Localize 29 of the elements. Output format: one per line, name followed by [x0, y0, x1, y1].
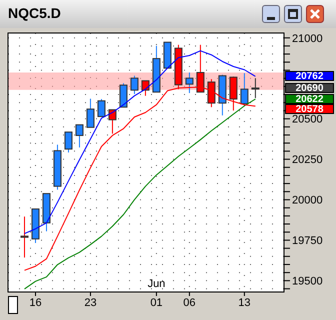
x-tick-label: 13: [238, 297, 251, 309]
candlestick: [251, 78, 260, 99]
y-tick-label: 20500: [292, 114, 323, 126]
line-series: [24, 50, 256, 234]
x-tick-label: 06: [183, 297, 196, 309]
chart-title: NQC5.D: [8, 5, 61, 21]
candlestick: [185, 72, 194, 94]
y-tick-label: 19500: [292, 276, 323, 288]
y-tick-label: 20000: [292, 194, 323, 207]
candlestick: [97, 98, 106, 118]
candlestick: [240, 72, 248, 106]
candlestick: [130, 75, 138, 95]
x-tick-label: 16: [29, 297, 42, 309]
x-tick-label: 23: [84, 297, 97, 309]
line-series: [24, 98, 256, 290]
candlestick: [64, 132, 72, 153]
candlestick: [20, 216, 28, 258]
y-tick-label: 20250: [292, 154, 323, 166]
text: 20690: [296, 83, 324, 94]
text: 20578: [285, 104, 334, 116]
candlestick: [108, 109, 116, 134]
text: 20762: [285, 71, 334, 82]
x-tick-label: Jun 01: [148, 278, 166, 309]
y-tick-label: 19750: [292, 235, 323, 248]
text: 20622: [285, 94, 334, 106]
candlestick: [86, 98, 94, 128]
y-tick-label: 21000: [292, 32, 323, 45]
candlestick: [75, 124, 84, 148]
candlestick: [119, 82, 128, 108]
